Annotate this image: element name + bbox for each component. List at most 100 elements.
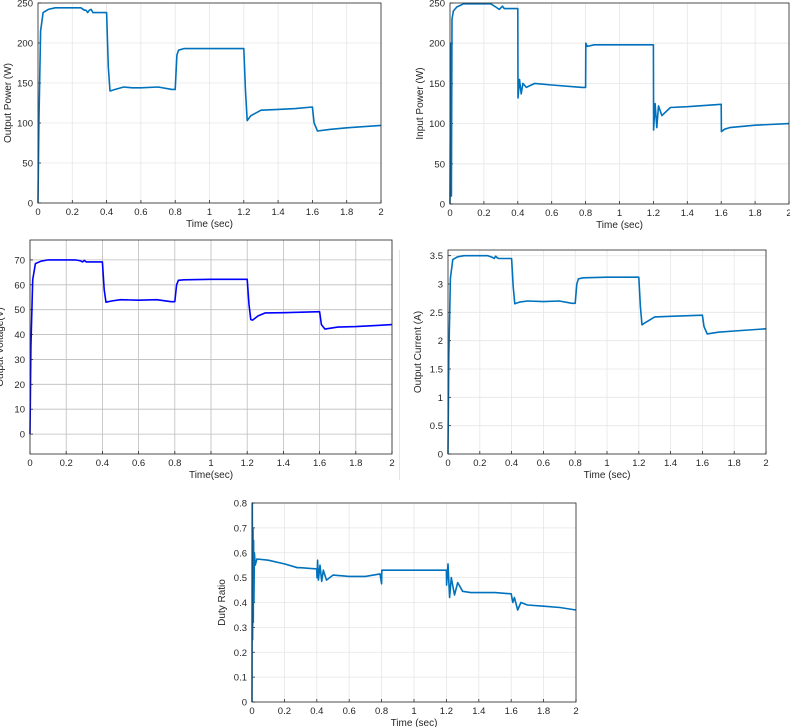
x-tick-label: 1.4 [277, 458, 290, 469]
x-tick-label: 0.6 [545, 208, 558, 219]
x-tick-label: 1 [604, 458, 609, 469]
y-tick-label: 0 [440, 200, 445, 211]
y-axis-label: Output Power (W) [3, 63, 14, 143]
x-tick-label: 0.2 [477, 208, 490, 219]
y-axis-label: Output Voltage(V) [0, 307, 6, 387]
y-tick-label: 1.5 [430, 365, 443, 376]
x-tick-label: 0.4 [310, 706, 323, 717]
output-power-chart: 0 0.2 0.4 0.6 0.8 1 1.2 1.4 1.6 1.8 2 0 50 100 150 200 2… [0, 0, 395, 230]
y-tick-label: 100 [429, 119, 445, 130]
y-tick-label: 70 [14, 255, 25, 266]
x-tick-label: 1.2 [647, 208, 660, 219]
x-tick-label: 1.6 [306, 207, 319, 218]
x-tick-label: 1.8 [748, 208, 761, 219]
x-axis-label: Time (sec) [186, 219, 233, 230]
x-tick-label: 2 [763, 458, 768, 469]
y-tick-label: 200 [429, 39, 445, 50]
y-tick-label: 0.1 [234, 673, 247, 684]
x-tick-label: 0.8 [375, 706, 388, 717]
x-tick-label: 1.2 [241, 458, 254, 469]
x-tick-label: 1.8 [728, 458, 741, 469]
data-series-line [29, 259, 393, 435]
x-tick-label: 1 [207, 207, 212, 218]
x-tick-label: 0.2 [66, 207, 79, 218]
panel-divider [399, 250, 400, 480]
axes-box [449, 2, 790, 205]
x-axis-label: Time(sec) [189, 470, 233, 481]
y-tick-label: 3.5 [430, 251, 443, 262]
y-tick-label: 0.7 [234, 523, 247, 534]
y-tick-label: 50 [22, 159, 33, 170]
data-series-line [447, 254, 767, 455]
output-power-plot: 0 0.2 0.4 0.6 0.8 1 1.2 1.4 1.6 1.8 2 0 50 100 150 200 2… [3, 0, 384, 230]
x-tick-label: 0.8 [169, 207, 182, 218]
x-tick-label: 0.6 [134, 207, 147, 218]
x-tick-label: 1.6 [505, 706, 518, 717]
input-power-chart: 0 0.2 0.4 0.6 0.8 1 1.2 1.4 1.6 1.8 2 0 50 100 150 200 2… [395, 0, 790, 231]
y-axis-label: Input Power (W) [415, 67, 426, 139]
x-tick-label: 0.6 [132, 458, 145, 469]
duty-ratio-chart: 0 0.2 0.4 0.6 0.8 1 1.2 1.4 1.6 1.8 2 0 0.1 0.2 0.3 0.4… [210, 490, 600, 727]
x-tick-label: 0.4 [505, 458, 518, 469]
y-tick-label: 0 [242, 698, 247, 709]
data-series-line [37, 7, 382, 204]
x-tick-label: 1.8 [340, 207, 353, 218]
data-series-line [251, 502, 577, 703]
y-tick-label: 0.8 [234, 499, 247, 510]
x-tick-label: 1.4 [472, 706, 485, 717]
output-voltage-plot: 0 0.2 0.4 0.6 0.8 1 1.2 1.4 1.6 1.8 20102030405060… [0, 239, 395, 481]
x-tick-label: 0.4 [96, 458, 109, 469]
x-tick-label: 0 [27, 458, 32, 469]
y-tick-label: 30 [14, 355, 25, 366]
y-axis-label: Output Current (A) [413, 311, 424, 393]
x-tick-label: 0 [249, 706, 254, 717]
x-axis-label: Time (sec) [584, 470, 631, 481]
output-current-plot: 0 0.2 0.4 0.6 0.8 1 1.2 1.4 1.6 1.8 2 0 0.5 1 1.5 2 2.5 3… [413, 249, 769, 481]
y-tick-label: 150 [429, 79, 445, 90]
x-tick-label: 0.8 [569, 458, 582, 469]
x-tick-label: 0.2 [278, 706, 291, 717]
axes-box [37, 2, 382, 204]
y-axis-label: Duty Ratio [217, 579, 228, 626]
x-axis-label: Time (sec) [391, 718, 438, 727]
y-tick-label: 250 [17, 0, 33, 10]
x-tick-label: 2 [378, 207, 383, 218]
x-tick-label: 0 [35, 207, 40, 218]
y-tick-label: 0.2 [234, 648, 247, 659]
y-tick-label: 0.5 [430, 421, 443, 432]
duty-ratio-plot: 0 0.2 0.4 0.6 0.8 1 1.2 1.4 1.6 1.8 2 0 0.1 0.2 0.3 0.4… [217, 499, 579, 727]
x-tick-label: 2 [389, 458, 394, 469]
y-tick-label: 2 [438, 336, 443, 347]
output-current-chart: 0 0.2 0.4 0.6 0.8 1 1.2 1.4 1.6 1.8 2 0 0.5 1 1.5 2 2.5 3… [400, 235, 790, 481]
x-tick-label: 1.4 [681, 208, 694, 219]
x-tick-label: 1.6 [313, 458, 326, 469]
x-tick-label: 0.4 [100, 207, 113, 218]
y-tick-label: 150 [17, 79, 33, 90]
x-tick-label: 0.2 [473, 458, 486, 469]
axes-box [447, 249, 767, 455]
x-tick-label: 0 [445, 458, 450, 469]
y-tick-label: 250 [429, 0, 445, 10]
x-tick-label: 0.4 [511, 208, 524, 219]
x-tick-label: 1.8 [349, 458, 362, 469]
x-tick-label: 0.6 [343, 706, 356, 717]
y-tick-label: 0 [28, 199, 33, 210]
x-tick-label: 1 [411, 706, 416, 717]
y-tick-label: 0 [438, 450, 443, 461]
x-tick-label: 1.2 [440, 706, 453, 717]
y-tick-label: 0.6 [234, 548, 247, 559]
output-voltage-chart: 0 0.2 0.4 0.6 0.8 1 1.2 1.4 1.6 1.8 2 0 10 20 30 40 50 60… [0, 230, 400, 481]
y-tick-label: 10 [14, 405, 25, 416]
x-tick-label: 1 [208, 458, 213, 469]
x-tick-label: 1.6 [696, 458, 709, 469]
y-tick-label: 0.3 [234, 623, 247, 634]
y-tick-label: 0.4 [234, 598, 247, 609]
x-tick-label: 1.4 [664, 458, 677, 469]
x-tick-label: 2 [573, 706, 578, 717]
input-power-plot: 0 0.2 0.4 0.6 0.8 1 1.2 1.4 1.6 1.8 2 0 50 100 150 200 2… [415, 0, 790, 231]
y-tick-label: 0.5 [234, 573, 247, 584]
y-tick-label: 50 [434, 159, 445, 170]
y-tick-label: 20 [14, 380, 25, 391]
y-tick-label: 60 [14, 280, 25, 291]
x-tick-label: 1 [617, 208, 622, 219]
